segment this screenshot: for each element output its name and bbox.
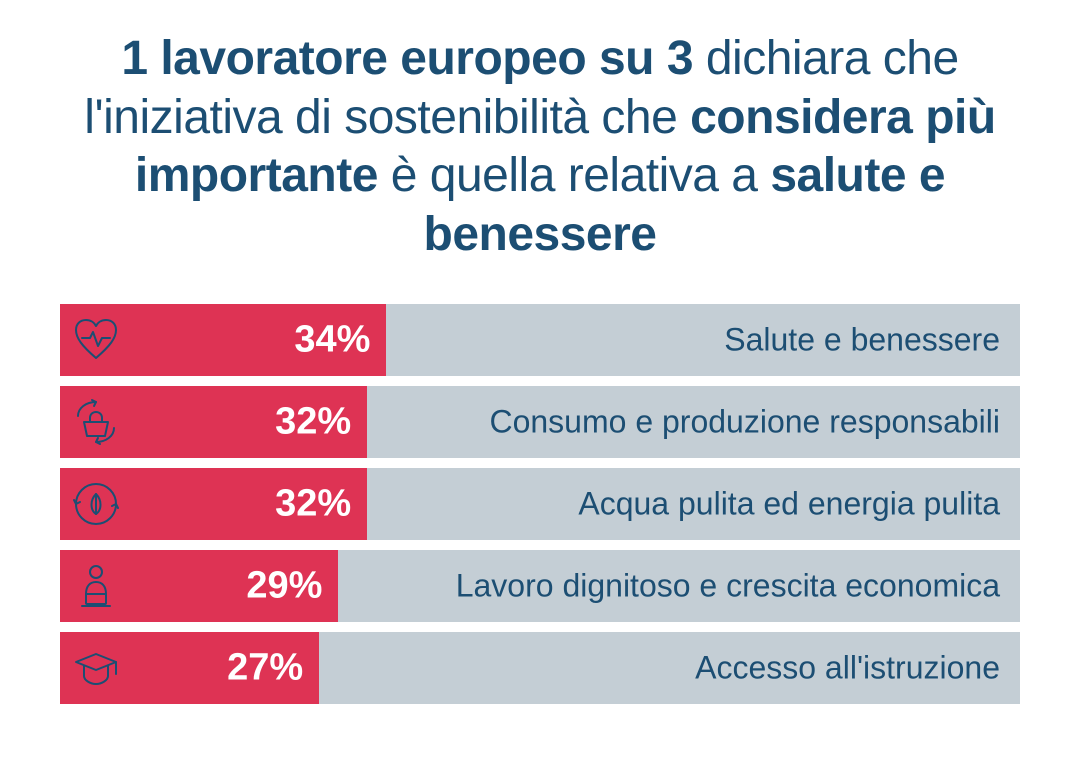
bar-pct-label: 29% (246, 565, 338, 608)
bar-pct-label: 32% (275, 401, 367, 444)
bar-label: Accesso all'istruzione (695, 650, 1000, 687)
bar-pct-label: 27% (227, 647, 319, 690)
bar-label: Lavoro dignitoso e crescita economica (456, 568, 1000, 605)
bar-label: Acqua pulita ed energia pulita (578, 486, 1000, 523)
headline-bold-span: 1 lavoratore europeo su 3 (121, 32, 693, 85)
headline-span: è quella relativa a (378, 149, 770, 202)
bar-row: 32% Consumo e produzione responsabili (60, 386, 1020, 458)
bar-row: 34% Salute e benessere (60, 304, 1020, 376)
worker-laptop-icon (60, 550, 132, 622)
graduation-cap-icon (60, 632, 132, 704)
bar-chart: 34% Salute e benessere 32% Consumo e produz… (60, 304, 1020, 704)
heart-pulse-icon (60, 304, 132, 376)
leaf-cycle-icon (60, 468, 132, 540)
bar-row: 32% Acqua pulita ed energia pulita (60, 468, 1020, 540)
bar-row: 29% Lavoro dignitoso e crescita economica (60, 550, 1020, 622)
bar-pct-label: 34% (294, 319, 386, 362)
headline: 1 lavoratore europeo su 3 dichiara che l… (60, 30, 1020, 264)
bar-row: 27% Accesso all'istruzione (60, 632, 1020, 704)
basket-cycle-icon (60, 386, 132, 458)
bar-label: Salute e benessere (724, 322, 1000, 359)
bar-pct-label: 32% (275, 483, 367, 526)
bar-label: Consumo e produzione responsabili (489, 404, 1000, 441)
